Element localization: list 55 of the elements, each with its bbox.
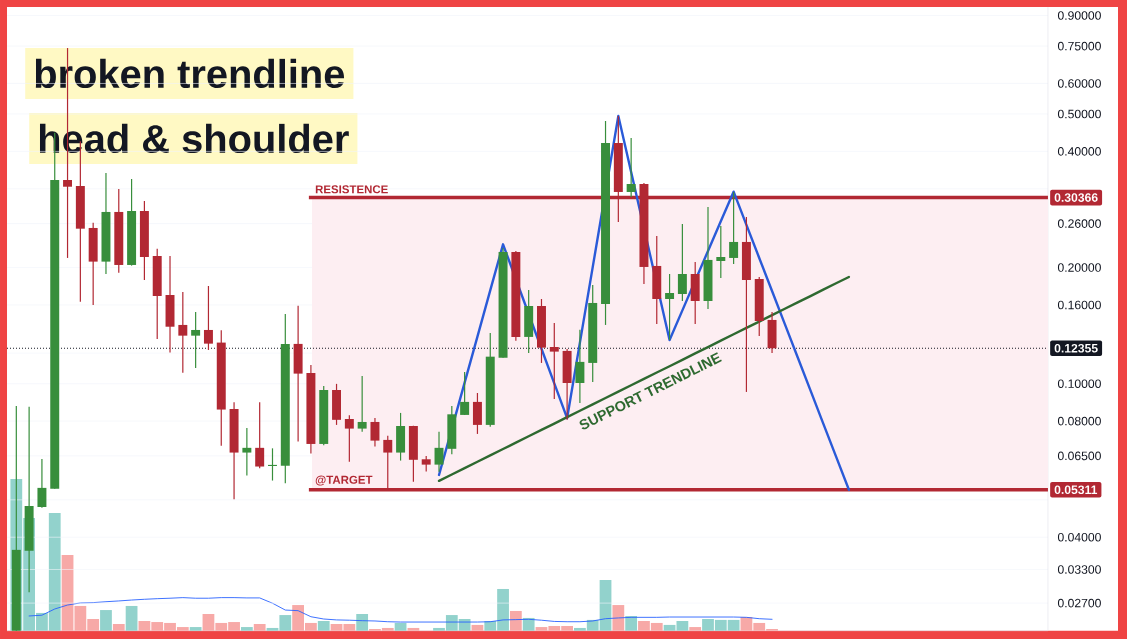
bar (522, 617, 535, 631)
candlestick (665, 273, 675, 341)
bar (689, 627, 702, 631)
y-tick-label: 0.50000 (1057, 109, 1101, 119)
bar (509, 610, 522, 631)
bar (317, 620, 330, 631)
ref-line-label: RESISTENCE (315, 185, 388, 194)
y-tick-label: 0.02700 (1057, 598, 1101, 608)
candlestick (344, 414, 354, 463)
candlestick (677, 223, 687, 302)
candlestick (178, 291, 188, 374)
candlestick (357, 375, 367, 433)
candlestick (37, 458, 47, 509)
y-tick-label: 0.06500 (1057, 451, 1101, 461)
candlestick (370, 417, 380, 448)
y-tick-label: 0.26000 (1057, 219, 1101, 228)
y-tick-label: 0.60000 (1057, 79, 1101, 88)
y-tick-label: 0.90000 (1057, 11, 1101, 20)
candlestick (549, 322, 559, 400)
bar (394, 622, 407, 631)
candlestick (242, 427, 252, 477)
bar (189, 627, 202, 631)
text: 0.12355 (1054, 343, 1098, 353)
candlestick (716, 225, 726, 279)
text: 0.05311 (1054, 485, 1098, 495)
bar (112, 624, 125, 631)
bar (625, 615, 638, 631)
y-tick-label: 0.75000 (1057, 41, 1101, 51)
y-tick-label: 0.08000 (1057, 416, 1101, 426)
text: 0.30366 (1054, 193, 1098, 202)
bar (100, 610, 112, 631)
bar (471, 624, 484, 631)
ref-line-label: @TARGET (315, 475, 373, 486)
bar (356, 614, 369, 631)
candlestick (191, 311, 201, 369)
y-tick-label: 0.16000 (1057, 300, 1101, 310)
candlestick (268, 447, 277, 482)
candlestick (255, 401, 265, 469)
bar (407, 627, 420, 631)
y-tick-label: 0.20000 (1057, 263, 1101, 272)
y-tick-label: 0.03300 (1057, 565, 1101, 574)
bar (253, 624, 266, 631)
candlestick (460, 371, 470, 416)
bar (240, 627, 253, 631)
candlestick (729, 191, 739, 265)
candlestick (472, 392, 482, 435)
y-tick-label: 0.04000 (1057, 532, 1101, 542)
y-tick-label: 0.40000 (1057, 147, 1101, 156)
line-series (437, 275, 851, 483)
candlestick (626, 137, 636, 198)
candlestick (203, 285, 213, 351)
bar (612, 605, 625, 631)
y-tick-label: 0.10000 (1057, 379, 1101, 388)
candlestick (434, 431, 444, 473)
bar (125, 605, 138, 631)
